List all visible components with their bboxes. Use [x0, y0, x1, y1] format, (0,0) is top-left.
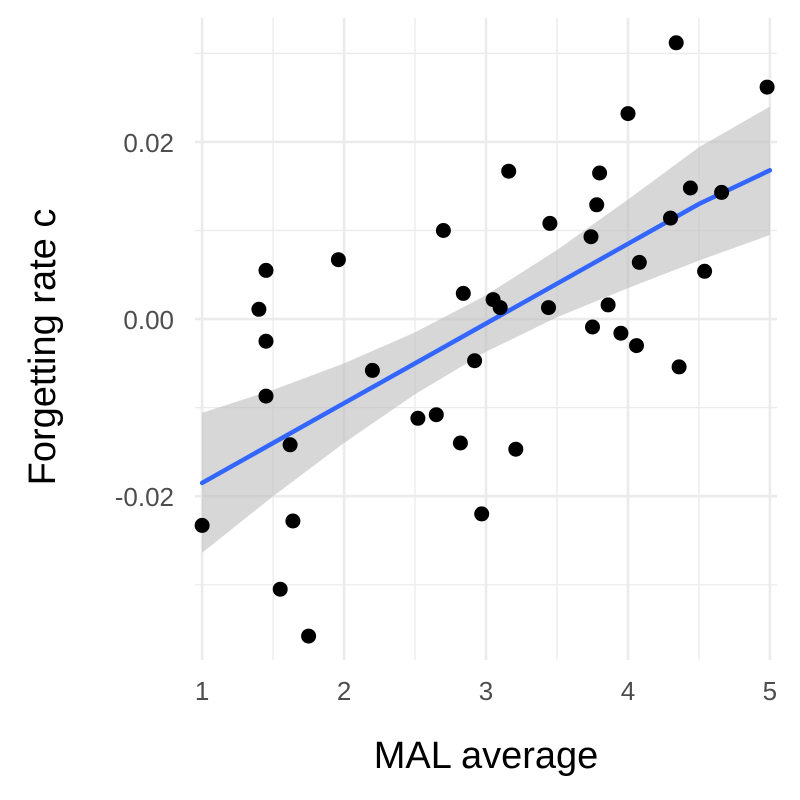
data-point	[364, 362, 380, 378]
data-point	[455, 285, 471, 301]
data-point	[508, 441, 524, 457]
data-point	[589, 197, 605, 213]
data-point	[282, 437, 298, 453]
data-point	[682, 180, 698, 196]
data-point	[258, 388, 274, 404]
data-point	[585, 319, 600, 335]
data-point	[467, 353, 483, 369]
data-point	[474, 506, 490, 522]
data-point	[600, 297, 616, 313]
confidence-band	[202, 106, 770, 553]
y-tick-labels: -0.02 0.00 0.02	[115, 128, 174, 512]
data-point	[428, 407, 444, 423]
data-point	[583, 229, 599, 245]
data-point	[592, 165, 608, 181]
data-point	[541, 300, 556, 316]
data-point	[759, 79, 775, 95]
y-tick-label: 0.00	[123, 305, 174, 335]
data-point	[410, 410, 426, 426]
x-tick-labels: 1 2 3 4 5	[195, 676, 777, 706]
data-point	[663, 210, 678, 226]
data-point	[285, 513, 301, 529]
data-points	[194, 35, 775, 644]
data-point	[620, 106, 636, 122]
data-point	[301, 628, 317, 644]
data-point	[629, 338, 644, 354]
data-point	[251, 301, 267, 317]
y-tick-label: -0.02	[115, 482, 174, 512]
data-point	[272, 581, 288, 597]
x-tick-label: 5	[763, 676, 777, 706]
data-point	[435, 223, 451, 238]
data-point	[492, 300, 508, 316]
data-point	[697, 263, 713, 279]
data-point	[613, 325, 629, 341]
y-tick-label: 0.02	[123, 128, 174, 158]
data-point	[330, 252, 346, 268]
data-point	[194, 517, 210, 533]
data-point	[714, 184, 730, 200]
data-point	[501, 163, 517, 179]
data-point	[542, 215, 558, 231]
data-point	[631, 254, 647, 270]
data-point	[668, 35, 684, 51]
data-point	[452, 435, 468, 451]
x-tick-label: 3	[479, 676, 493, 706]
data-point	[258, 333, 274, 349]
y-axis-title: Forgetting rate c	[22, 209, 64, 486]
x-axis-title: MAL average	[374, 735, 599, 777]
data-point	[671, 359, 687, 375]
data-point	[258, 262, 274, 278]
x-tick-label: 2	[337, 676, 351, 706]
x-tick-label: 4	[621, 676, 635, 706]
x-tick-label: 1	[195, 676, 209, 706]
